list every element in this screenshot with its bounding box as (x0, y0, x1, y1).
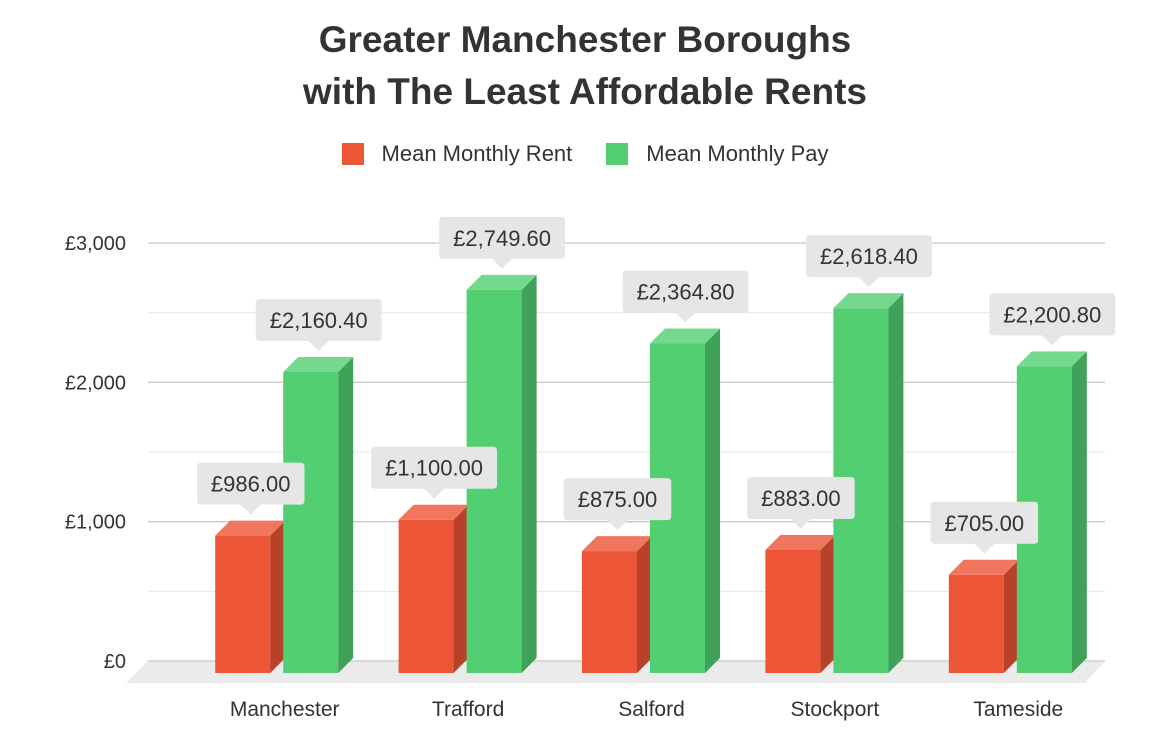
y-tick-label: £0 (104, 651, 126, 673)
data-label-text: £2,618.40 (820, 244, 918, 269)
data-label-mean-monthly-rent-stockport: £883.00 (747, 476, 855, 529)
bar-side (1071, 351, 1087, 673)
bar-top (765, 534, 836, 550)
legend-item-rent[interactable]: Mean Monthly Rent (341, 141, 573, 167)
data-label-box (930, 501, 1039, 554)
legend-label-rent: Mean Monthly Rent (381, 141, 573, 166)
bar-mean-monthly-pay-manchester[interactable] (283, 356, 354, 673)
data-label-mean-monthly-rent-tameside: £705.00 (930, 501, 1039, 554)
chart-bars (215, 274, 1087, 673)
data-label-text: £705.00 (945, 511, 1025, 536)
data-label-box (371, 446, 498, 499)
data-label-mean-monthly-pay-manchester: £2,160.40 (255, 298, 382, 351)
data-label-mean-monthly-pay-stockport: £2,618.40 (805, 235, 932, 288)
chart-title: Greater Manchester Boroughs with The Lea… (0, 14, 1170, 118)
bar-side (270, 520, 286, 673)
data-label-text: £1,100.00 (385, 456, 483, 481)
category-label-manchester: Manchester (230, 698, 340, 721)
bar-top (283, 356, 354, 372)
y-tick-label: £3,000 (65, 233, 126, 255)
chart-legend: Mean Monthly Rent Mean Monthly Pay (0, 141, 1170, 167)
data-label-mean-monthly-rent-manchester: £986.00 (196, 462, 305, 515)
chart-title-line-2: with The Least Affordable Rents (303, 71, 867, 112)
data-label-text: £2,749.60 (453, 226, 551, 251)
y-tick-label: £2,000 (65, 372, 126, 394)
data-label-box (622, 270, 749, 323)
bar-top (650, 328, 720, 344)
bar-side (521, 274, 537, 673)
bar-top (398, 504, 469, 520)
bar-mean-monthly-rent-stockport[interactable] (765, 534, 836, 673)
bar-side (888, 293, 904, 673)
bar-top (948, 559, 1019, 575)
bar-front (582, 551, 637, 673)
data-label-text: £2,160.40 (270, 308, 368, 333)
legend-swatch-pay (606, 143, 629, 165)
legend-label-pay: Mean Monthly Pay (646, 141, 829, 166)
data-label-box (805, 235, 932, 288)
data-label-mean-monthly-pay-salford: £2,364.80 (622, 270, 749, 323)
data-label-box (439, 216, 566, 269)
data-label-box (989, 293, 1116, 346)
data-label-box (747, 476, 855, 529)
data-label-mean-monthly-rent-salford: £875.00 (563, 478, 672, 531)
bar-front (765, 549, 821, 673)
data-labels: £986.00 £2,160.40 £1,100.00 £2,749.60 £875.0… (196, 216, 1116, 554)
bar-side (705, 328, 720, 673)
data-label-box (563, 478, 672, 531)
data-label-mean-monthly-pay-tameside: £2,200.80 (989, 293, 1116, 346)
data-label-mean-monthly-rent-trafford: £1,100.00 (371, 446, 498, 499)
bar-front (283, 371, 339, 673)
bar-front (398, 519, 454, 673)
category-label-tameside: Tameside (973, 698, 1063, 721)
category-label-salford: Salford (618, 698, 685, 721)
data-label-text: £883.00 (761, 486, 841, 511)
bar-mean-monthly-rent-manchester[interactable] (215, 520, 286, 673)
legend-item-pay[interactable]: Mean Monthly Pay (606, 141, 828, 167)
bar-mean-monthly-rent-trafford[interactable] (398, 504, 469, 673)
bar-side (338, 356, 354, 673)
x-axis-categories: Manchester Trafford Salford Stockport Tamesi… (230, 698, 1063, 721)
y-axis-ticks: £0 £1,000 £2,000 £3,000 (65, 233, 126, 673)
bar-top (833, 293, 904, 309)
data-label-mean-monthly-pay-trafford: £2,749.60 (439, 216, 566, 269)
bar-side (453, 504, 469, 673)
legend-swatch-rent (341, 143, 364, 165)
category-label-trafford: Trafford (432, 698, 504, 721)
bar-side (820, 534, 836, 673)
chart-title-line-1: Greater Manchester Boroughs (318, 19, 852, 60)
data-label-text: £986.00 (211, 472, 291, 497)
data-label-text: £2,364.80 (637, 280, 735, 305)
y-tick-label: £1,000 (65, 512, 126, 534)
bar-mean-monthly-rent-salford[interactable] (582, 536, 652, 673)
category-label-stockport: Stockport (791, 698, 880, 721)
data-label-text: £875.00 (578, 487, 658, 512)
bar-top (215, 520, 286, 536)
bar-front (215, 535, 271, 673)
bar-side (1003, 559, 1019, 673)
bar-mean-monthly-rent-tameside[interactable] (948, 559, 1019, 673)
data-label-box (196, 462, 305, 515)
bar-top (1016, 351, 1087, 367)
bar-top (466, 274, 537, 290)
bar-top (582, 536, 652, 552)
bar-front (948, 574, 1004, 673)
data-label-text: £2,200.80 (1003, 302, 1101, 327)
data-label-box (255, 298, 382, 351)
bar-mean-monthly-pay-tameside[interactable] (1016, 351, 1087, 673)
bar-side (637, 536, 652, 673)
